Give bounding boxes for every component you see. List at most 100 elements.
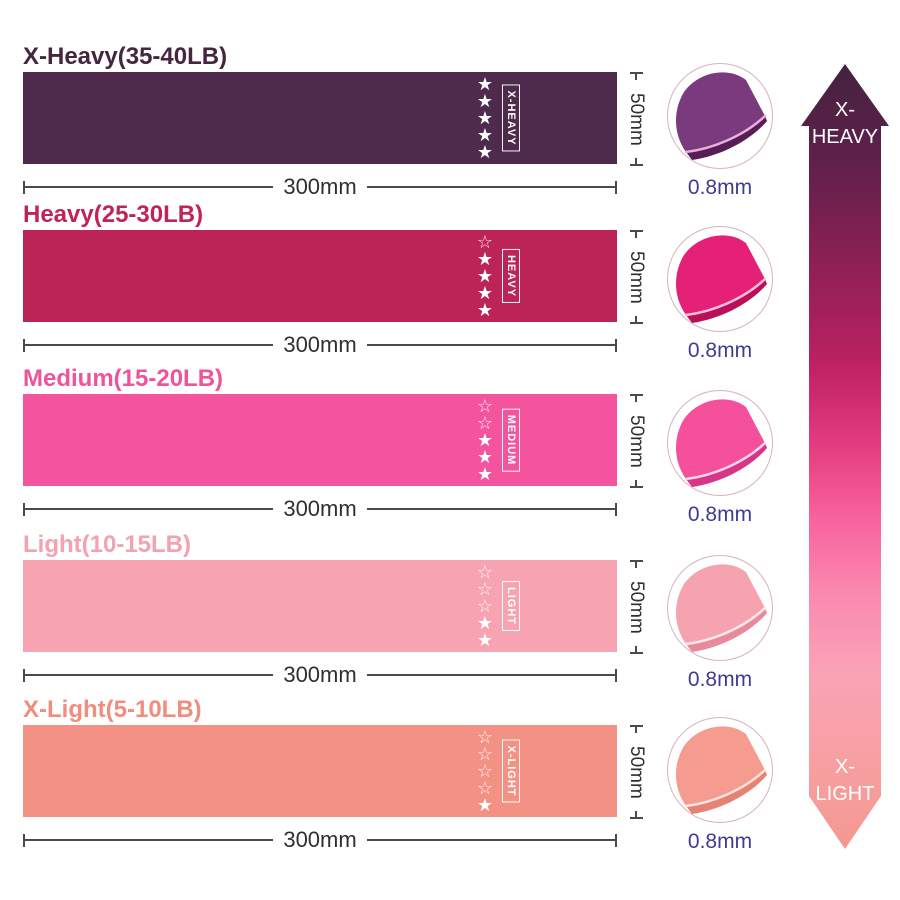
width-dimension: 300mm — [23, 332, 618, 357]
star-outline-icon: ☆ — [476, 578, 494, 599]
star-outline-icon: ☆ — [476, 777, 494, 798]
row-title: X-Light(5-10LB) — [23, 696, 202, 723]
dimension-tick-top — [629, 230, 643, 232]
dimension-tick-top — [629, 560, 643, 562]
scale-top-label: X- HEAVY — [801, 97, 889, 151]
dimension-line — [366, 186, 616, 188]
dimension-tick-bottom — [629, 817, 643, 819]
dimension-stem — [635, 811, 637, 817]
star-filled-icon: ★ — [476, 446, 494, 467]
folded-band-icon — [675, 564, 767, 652]
dimension-tick-left — [23, 833, 25, 847]
dimension-tick-right — [615, 668, 618, 682]
dimension-tick-right — [615, 502, 618, 516]
dimension-line — [366, 344, 616, 346]
width-dimension-label: 300mm — [283, 827, 357, 852]
thickness-label: 0.8mm — [687, 503, 753, 526]
product-row-x-heavy: X-Heavy(35-40LB) ★ ★ ★ ★ ★ X-HEAVY 300mm 50m… — [23, 44, 647, 198]
dimension-tick-left — [23, 668, 25, 682]
dimension-tick-top — [629, 394, 643, 396]
dimension-line — [366, 839, 616, 841]
width-dimension: 300mm — [23, 662, 618, 687]
width-dimension-label: 300mm — [283, 496, 357, 521]
row-title: Medium(15-20LB) — [23, 365, 224, 392]
star-filled-icon: ★ — [476, 141, 494, 162]
scale-bottom-label: X- LIGHT — [801, 754, 889, 808]
folded-band-photo — [667, 390, 773, 496]
thickness-label: 0.8mm — [687, 668, 753, 691]
product-row-light: Light(10-15LB) ☆ ☆ ☆ ★ ★ LIGHT 300mm 50mm — [23, 531, 647, 687]
dimension-line — [25, 186, 274, 188]
dimension-line — [366, 674, 616, 676]
band-tag-label: X-LIGHT — [502, 739, 520, 803]
dimension-line — [25, 344, 274, 346]
width-dimension-label: 300mm — [283, 332, 357, 357]
folded-band-icon — [675, 399, 767, 487]
scale-top-label-line2: HEAVY — [811, 126, 879, 148]
dimension-tick-left — [23, 502, 25, 516]
star-rating: ☆ ☆ ★ ★ ★ — [475, 394, 495, 486]
thickness-thumb-heavy: 0.8mm — [666, 226, 774, 362]
dimension-tick-right — [615, 338, 618, 352]
star-rating: ☆ ★ ★ ★ ★ — [475, 230, 495, 322]
star-outline-icon: ☆ — [476, 760, 494, 781]
height-dimension-label: 50mm — [626, 580, 647, 634]
scale-arrow-shape — [801, 64, 889, 849]
star-rating: ☆ ☆ ☆ ☆ ★ — [475, 725, 495, 817]
thickness-thumb-x-heavy: 0.8mm — [666, 63, 774, 199]
folded-band-photo — [667, 717, 773, 823]
star-outline-icon: ☆ — [476, 561, 494, 582]
scale-bottom-label-line1: X- — [835, 756, 855, 778]
band-tag-label: MEDIUM — [502, 408, 520, 472]
star-filled-icon: ★ — [476, 299, 494, 320]
band-tag-label: HEAVY — [502, 248, 520, 304]
band-swatch: ☆ ☆ ☆ ★ ★ LIGHT — [23, 560, 617, 652]
band-swatch: ☆ ☆ ☆ ☆ ★ X-LIGHT — [23, 725, 617, 817]
folded-band-icon — [675, 235, 767, 323]
thickness-label: 0.8mm — [687, 176, 753, 199]
row-title: Heavy(25-30LB) — [23, 201, 204, 228]
star-outline-icon: ☆ — [476, 231, 494, 252]
band-tag-label: LIGHT — [502, 581, 520, 631]
dimension-tick-left — [23, 180, 25, 194]
band-swatch: ★ ★ ★ ★ ★ X-HEAVY — [23, 72, 617, 164]
dimension-tick-bottom — [629, 164, 643, 166]
folded-band-icon — [675, 726, 767, 814]
star-filled-icon: ★ — [476, 73, 494, 94]
height-dimension: 50mm — [623, 560, 649, 654]
row-title: Light(10-15LB) — [23, 531, 191, 558]
product-row-x-light: X-Light(5-10LB) ☆ ☆ ☆ ☆ ★ X-LIGHT 300mm 50mm — [23, 696, 647, 852]
width-dimension: 300mm — [23, 176, 618, 198]
height-dimension: 50mm — [623, 230, 649, 324]
product-row-medium: Medium(15-20LB) ☆ ☆ ★ ★ ★ MEDIUM 300mm 50mm — [23, 365, 647, 521]
width-dimension: 300mm — [23, 496, 618, 521]
width-dimension-label: 300mm — [283, 662, 357, 687]
thickness-label: 0.8mm — [687, 339, 753, 362]
dimension-stem — [635, 158, 637, 164]
dimension-stem — [635, 396, 637, 402]
scale-bottom-label-line2: LIGHT — [815, 783, 875, 805]
star-filled-icon: ★ — [476, 124, 494, 145]
star-filled-icon: ★ — [476, 429, 494, 450]
band-swatch: ☆ ★ ★ ★ ★ HEAVY — [23, 230, 617, 322]
star-filled-icon: ★ — [476, 612, 494, 633]
dimension-stem — [635, 316, 637, 322]
height-dimension-label: 50mm — [626, 745, 647, 799]
dimension-line — [25, 674, 274, 676]
dimension-line — [25, 508, 274, 510]
width-dimension: 300mm — [23, 827, 618, 852]
thickness-thumb-medium: 0.8mm — [666, 390, 774, 526]
star-outline-icon: ☆ — [476, 595, 494, 616]
star-filled-icon: ★ — [476, 629, 494, 650]
star-filled-icon: ★ — [476, 463, 494, 484]
dimension-tick-left — [23, 338, 25, 352]
height-dimension: 50mm — [623, 394, 649, 488]
folded-band-photo — [667, 555, 773, 661]
star-filled-icon: ★ — [476, 282, 494, 303]
dimension-stem — [635, 232, 637, 238]
dimension-tick-top — [629, 72, 643, 74]
dimension-line — [25, 839, 274, 841]
height-dimension: 50mm — [623, 725, 649, 819]
dimension-tick-right — [615, 833, 618, 847]
star-filled-icon: ★ — [476, 794, 494, 815]
